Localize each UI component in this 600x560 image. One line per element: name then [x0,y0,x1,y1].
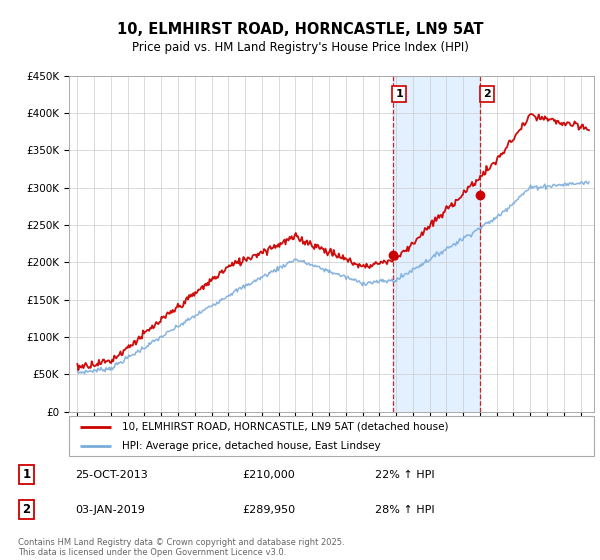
Text: £210,000: £210,000 [242,470,295,479]
Text: 28% ↑ HPI: 28% ↑ HPI [375,505,434,515]
Text: 10, ELMHIRST ROAD, HORNCASTLE, LN9 5AT: 10, ELMHIRST ROAD, HORNCASTLE, LN9 5AT [117,22,483,36]
Text: 2: 2 [22,503,31,516]
Text: 2: 2 [483,89,491,99]
FancyBboxPatch shape [69,416,594,456]
Text: 22% ↑ HPI: 22% ↑ HPI [375,470,434,479]
Text: Price paid vs. HM Land Registry's House Price Index (HPI): Price paid vs. HM Land Registry's House … [131,40,469,54]
Text: £289,950: £289,950 [242,505,296,515]
Text: 03-JAN-2019: 03-JAN-2019 [76,505,145,515]
Text: 10, ELMHIRST ROAD, HORNCASTLE, LN9 5AT (detached house): 10, ELMHIRST ROAD, HORNCASTLE, LN9 5AT (… [121,422,448,432]
Text: 1: 1 [22,468,31,481]
Text: Contains HM Land Registry data © Crown copyright and database right 2025.
This d: Contains HM Land Registry data © Crown c… [18,538,344,557]
Text: 1: 1 [395,89,403,99]
Text: 25-OCT-2013: 25-OCT-2013 [76,470,148,479]
Text: HPI: Average price, detached house, East Lindsey: HPI: Average price, detached house, East… [121,441,380,450]
